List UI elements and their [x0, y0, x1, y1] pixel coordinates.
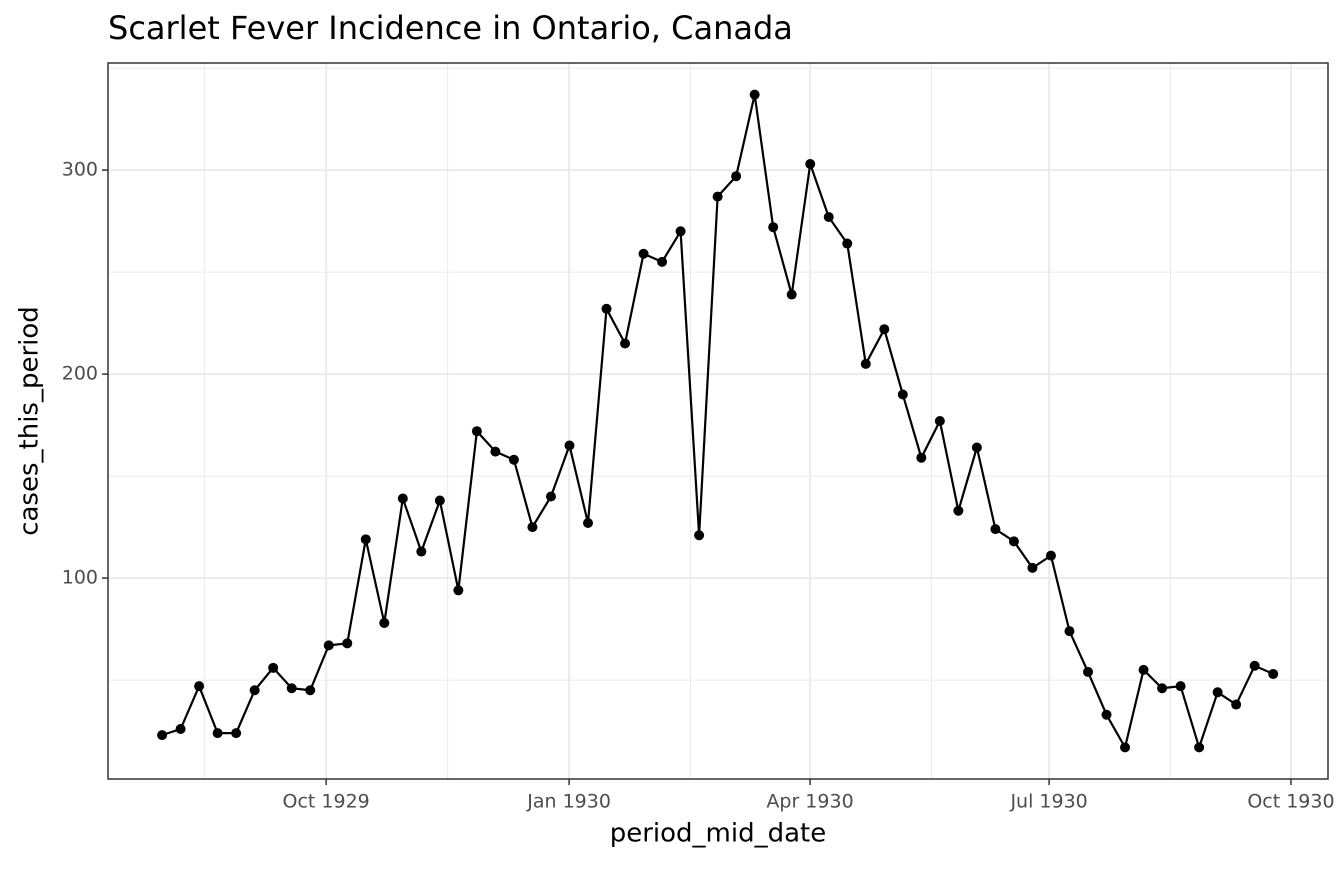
point	[620, 338, 631, 349]
point	[842, 238, 853, 249]
point	[1231, 699, 1242, 710]
point	[731, 171, 742, 182]
point	[360, 534, 371, 545]
point	[1268, 668, 1279, 679]
chart-title: Scarlet Fever Incidence in Ontario, Cana…	[108, 9, 793, 47]
point	[953, 505, 964, 516]
point	[583, 517, 593, 528]
point	[638, 248, 649, 259]
point	[157, 730, 168, 741]
point	[1027, 562, 1038, 573]
point	[323, 640, 334, 651]
point	[1045, 550, 1056, 561]
point	[675, 226, 686, 237]
point	[712, 191, 723, 202]
x-tick-label: Jul 1930	[1009, 791, 1087, 813]
point	[694, 530, 705, 541]
point	[971, 442, 982, 453]
point	[786, 289, 797, 300]
point	[768, 222, 779, 233]
x-tick-label: Jan 1930	[526, 791, 611, 813]
point	[934, 416, 945, 426]
point	[897, 389, 908, 400]
panel-border	[107, 62, 1329, 780]
point	[749, 89, 760, 100]
point	[416, 546, 427, 557]
point	[657, 256, 668, 267]
point	[1249, 660, 1260, 671]
x-tick-label: Oct 1930	[1247, 791, 1334, 813]
x-tick-label: Oct 1929	[283, 791, 370, 813]
point	[564, 440, 575, 451]
point	[1120, 742, 1131, 753]
point	[286, 683, 297, 694]
point	[231, 728, 242, 739]
point	[990, 524, 1001, 535]
point	[508, 454, 519, 465]
point	[1194, 742, 1205, 753]
point	[305, 685, 316, 696]
point	[212, 728, 223, 739]
point	[249, 685, 260, 696]
point	[879, 324, 890, 335]
point	[1157, 683, 1168, 694]
point	[453, 585, 464, 596]
point	[434, 495, 445, 506]
y-tick-label: 300	[62, 159, 98, 181]
point	[1175, 681, 1186, 692]
point	[397, 493, 408, 504]
point	[1083, 666, 1093, 677]
point	[194, 681, 205, 692]
y-tick-label: 200	[62, 363, 98, 385]
point	[545, 491, 556, 502]
point	[1101, 709, 1112, 720]
point	[268, 662, 279, 673]
point	[1212, 687, 1223, 698]
point	[490, 446, 501, 457]
point	[1008, 536, 1019, 547]
y-axis-title: cases_this_period	[15, 306, 45, 536]
point	[527, 522, 538, 533]
point	[379, 617, 390, 628]
x-tick-label: Apr 1930	[766, 791, 853, 813]
point	[175, 724, 186, 735]
x-axis-title: period_mid_date	[610, 819, 827, 849]
point	[916, 452, 927, 463]
point	[342, 638, 353, 649]
point	[601, 303, 612, 314]
point	[1064, 626, 1075, 637]
point	[1138, 664, 1149, 675]
y-tick-label: 100	[62, 567, 98, 589]
point	[471, 426, 482, 437]
point	[823, 212, 834, 223]
point	[805, 158, 816, 169]
point	[860, 358, 871, 369]
